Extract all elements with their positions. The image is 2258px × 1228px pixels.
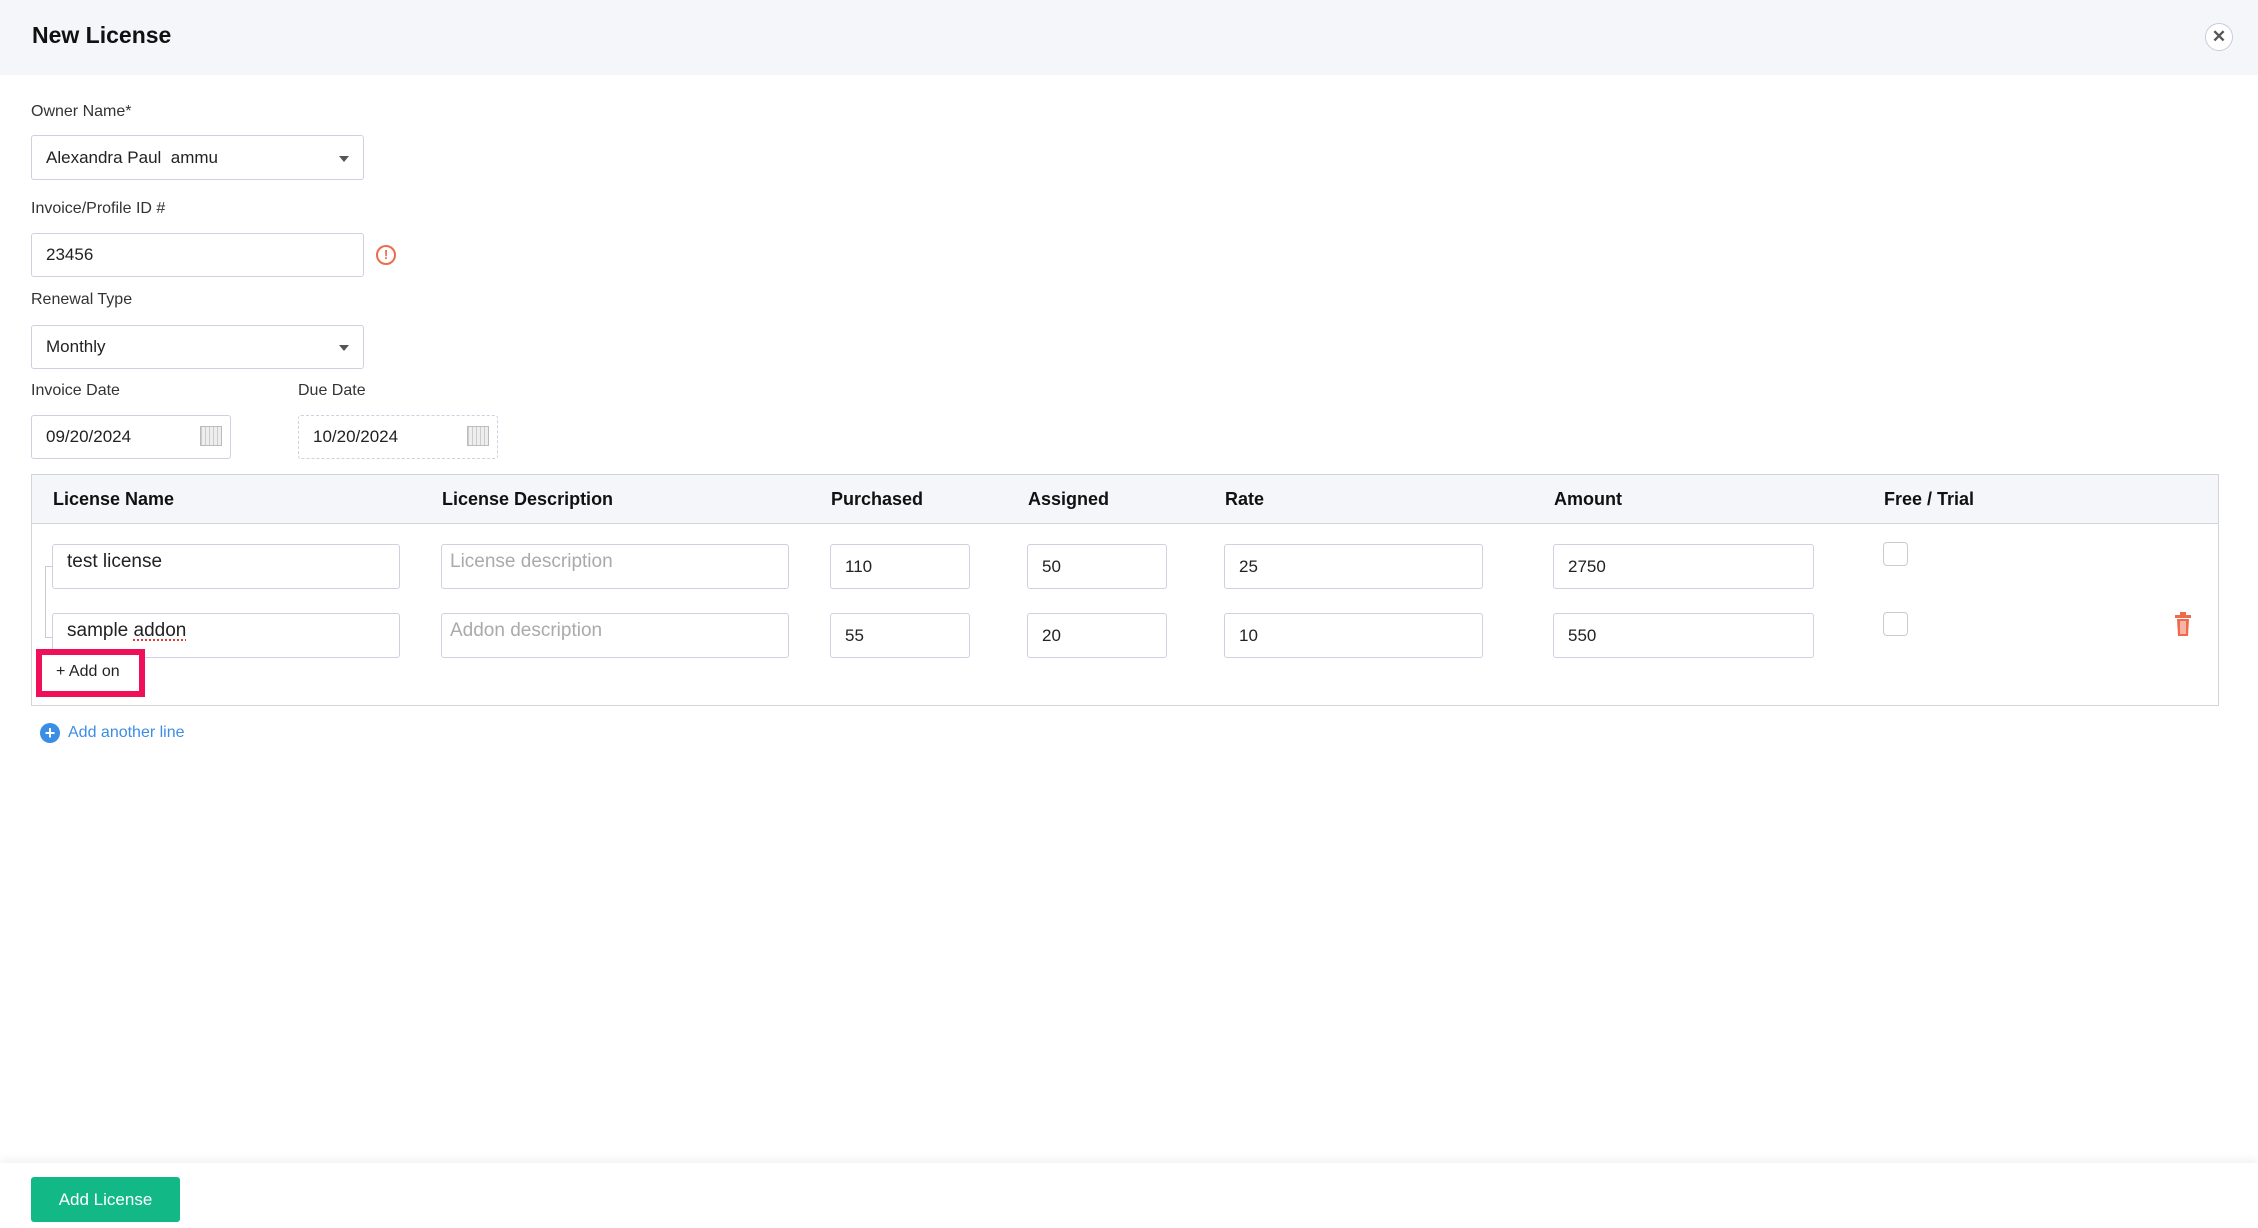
invoice-date-input[interactable]: 09/20/2024: [31, 415, 231, 459]
modal-header: New License ✕: [0, 0, 2258, 75]
footer-bar: [0, 1163, 2258, 1228]
invoice-date-label: Invoice Date: [31, 382, 120, 399]
free-trial-checkbox[interactable]: [1883, 612, 1908, 636]
calendar-icon[interactable]: [467, 426, 489, 446]
renewal-label: Renewal Type: [31, 291, 133, 308]
amount-input[interactable]: 2750: [1553, 544, 1814, 589]
col-purchased: Purchased: [831, 489, 924, 509]
table-header: License Name License Description Purchas…: [32, 475, 2218, 524]
col-license-name: License Name: [53, 489, 175, 509]
purchased-input[interactable]: 110: [830, 544, 970, 589]
plus-circle-icon: +: [40, 723, 60, 743]
alert-icon: !: [376, 245, 396, 265]
add-another-line-label: Add another line: [68, 724, 185, 741]
close-icon[interactable]: ✕: [2205, 23, 2233, 51]
addon-name-misspelled: addon: [133, 620, 187, 641]
rate-input[interactable]: 10: [1224, 613, 1483, 658]
col-rate: Rate: [1225, 489, 1265, 509]
trash-icon[interactable]: [2175, 612, 2191, 637]
addon-connector: [45, 566, 53, 638]
col-assigned: Assigned: [1028, 489, 1110, 509]
free-trial-checkbox[interactable]: [1883, 542, 1908, 566]
calendar-icon[interactable]: [200, 426, 222, 446]
license-name-input[interactable]: test license: [52, 544, 400, 589]
owner-label: Owner Name*: [31, 103, 132, 120]
rate-input[interactable]: 25: [1224, 544, 1483, 589]
addon-name-text: sample: [67, 620, 134, 641]
due-date-value: 10/20/2024: [313, 427, 399, 446]
chevron-down-icon: [339, 155, 349, 162]
col-amount: Amount: [1554, 489, 1622, 509]
page-title: New License: [32, 22, 172, 48]
col-free-trial: Free / Trial: [1884, 489, 1975, 509]
invoice-id-label: Invoice/Profile ID #: [31, 200, 166, 217]
due-date-input[interactable]: 10/20/2024: [298, 415, 498, 459]
add-on-button[interactable]: + Add on: [36, 649, 145, 697]
due-date-label: Due Date: [298, 382, 366, 399]
license-table: License Name License Description Purchas…: [31, 474, 2219, 706]
invoice-date-value: 09/20/2024: [46, 427, 132, 446]
add-another-line-link[interactable]: + Add another line: [40, 723, 185, 743]
add-license-button[interactable]: Add License: [31, 1177, 180, 1222]
addon-description-input[interactable]: Addon description: [441, 613, 789, 658]
renewal-value: Monthly: [46, 337, 106, 356]
amount-input[interactable]: 550: [1553, 613, 1814, 658]
col-license-description: License Description: [442, 489, 614, 509]
assigned-input[interactable]: 20: [1027, 613, 1167, 658]
owner-select[interactable]: Alexandra Paul ammu: [31, 135, 364, 180]
chevron-down-icon: [339, 345, 349, 351]
owner-value: Alexandra Paul ammu: [46, 147, 218, 167]
license-description-input[interactable]: License description: [441, 544, 789, 589]
assigned-input[interactable]: 50: [1027, 544, 1167, 589]
invoice-id-input[interactable]: 23456: [31, 233, 364, 277]
purchased-input[interactable]: 55: [830, 613, 970, 658]
renewal-select[interactable]: Monthly: [31, 325, 364, 369]
